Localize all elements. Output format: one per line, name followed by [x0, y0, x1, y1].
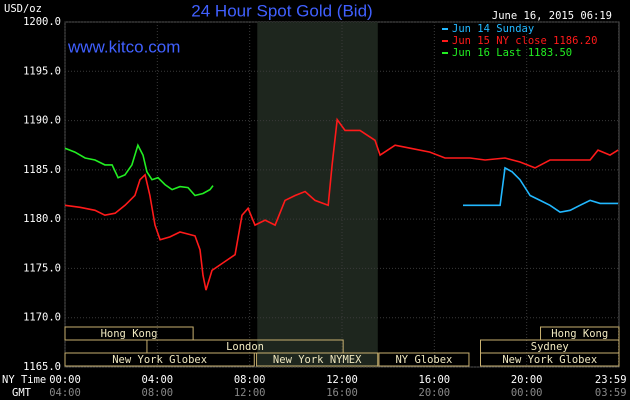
series-line [463, 166, 619, 214]
session-box [64, 326, 194, 341]
session-label: New York Globex [112, 354, 207, 366]
x-tick-label: 00:00 [49, 374, 81, 386]
session-label: Hong Kong [551, 328, 608, 340]
watermark: www.kitco.com [67, 37, 180, 56]
timestamp: June 16, 2015 06:19 [492, 10, 612, 22]
x-axis-label: NY Time [2, 374, 46, 386]
legend-label: Jun 14 Sunday [452, 23, 534, 35]
series-line [64, 117, 619, 291]
session-label: New York NYMEX [273, 354, 362, 366]
legend-label: Jun 16 Last 1183.50 [452, 47, 572, 59]
y-tick-label: 1200.0 [23, 16, 61, 28]
y-tick-label: 1165.0 [23, 361, 61, 373]
y-tick-label: 1190.0 [23, 115, 61, 127]
y-axis-label: USD/oz [4, 3, 42, 15]
session-label: London [226, 341, 264, 353]
x2-tick-label: 08:00 [142, 387, 174, 399]
x2-tick-label: 16:00 [326, 387, 358, 399]
x2-axis-label: GMT [12, 387, 32, 399]
x-tick-label: 20:00 [511, 374, 543, 386]
session-box [256, 352, 379, 367]
x-tick-label: 12:00 [326, 374, 358, 386]
legend-label: Jun 15 NY close 1186.20 [452, 35, 597, 47]
chart-title: 24 Hour Spot Gold (Bid) [191, 1, 372, 20]
y-tick-label: 1185.0 [23, 164, 61, 176]
x-tick-label: 16:00 [419, 374, 451, 386]
x2-tick-label: 12:00 [234, 387, 266, 399]
session-label: Sydney [531, 341, 569, 353]
x2-tick-label: 04:00 [49, 387, 81, 399]
x-tick-label: 23:59 [595, 374, 627, 386]
session-box [378, 352, 470, 367]
session-box [480, 352, 620, 367]
y-tick-label: 1195.0 [23, 65, 61, 77]
session-label: NY Globex [395, 354, 452, 366]
shaded-region [257, 22, 378, 367]
session-label: Hong Kong [101, 328, 158, 340]
x-tick-label: 08:00 [234, 374, 266, 386]
x2-tick-label: 00:00 [511, 387, 543, 399]
x2-tick-label: 03:59 [595, 387, 627, 399]
series-line [64, 143, 214, 197]
y-tick-label: 1175.0 [23, 262, 61, 274]
x2-tick-label: 20:00 [419, 387, 451, 399]
y-tick-label: 1170.0 [23, 312, 61, 324]
session-box [64, 352, 255, 367]
x-tick-label: 04:00 [142, 374, 174, 386]
session-label: New York Globex [502, 354, 597, 366]
y-tick-label: 1180.0 [23, 213, 61, 225]
